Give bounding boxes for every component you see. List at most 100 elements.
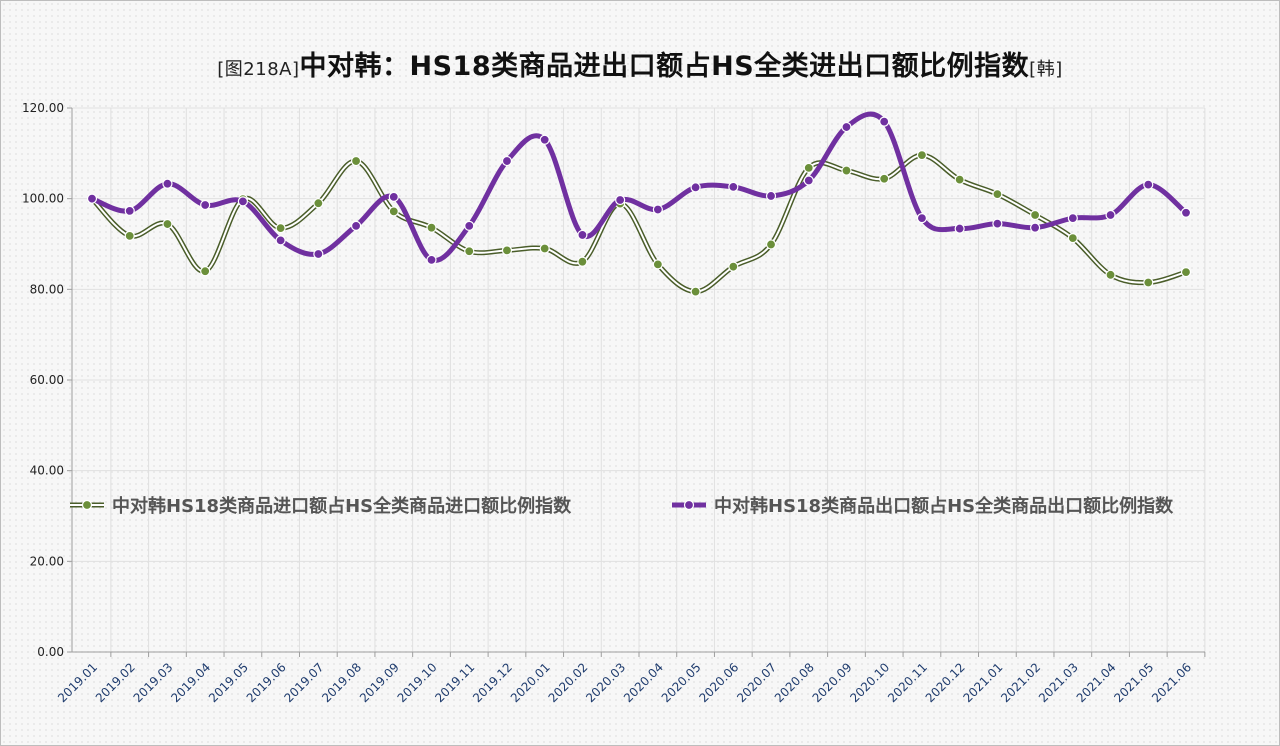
legend-label-export: 中对韩HS18类商品出口额占HS全类商品出口额比例指数 xyxy=(714,495,1174,517)
y-tick-label: 0.00 xyxy=(37,645,64,659)
data-point xyxy=(993,190,1002,199)
x-tick-label: 2019.06 xyxy=(244,660,289,705)
x-tick-label: 2019.02 xyxy=(93,660,138,705)
data-point xyxy=(502,246,511,255)
data-point xyxy=(578,230,587,239)
data-point xyxy=(729,262,738,271)
x-tick-label: 2020.07 xyxy=(734,660,779,705)
data-point xyxy=(691,287,700,296)
y-tick-label: 60.00 xyxy=(30,373,64,387)
x-tick-label: 2019.04 xyxy=(168,660,213,705)
data-point xyxy=(880,117,889,126)
x-tick-label: 2019.03 xyxy=(131,660,176,705)
x-tick-label: 2020.02 xyxy=(546,660,591,705)
data-point xyxy=(691,183,700,192)
data-point xyxy=(352,221,361,230)
data-point xyxy=(427,223,436,232)
y-axis-ticks: 0.00 20.00 40.00 60.00 80.00 100.00 120.00 xyxy=(22,101,72,659)
data-point xyxy=(917,151,926,160)
data-point xyxy=(993,219,1002,228)
y-tick-label: 80.00 xyxy=(30,282,64,296)
x-tick-label: 2020.08 xyxy=(772,660,817,705)
x-tick-label: 2021.05 xyxy=(1111,660,1156,705)
data-point xyxy=(653,260,662,269)
legend-marker xyxy=(685,501,694,510)
x-tick-label: 2019.09 xyxy=(357,660,402,705)
data-point xyxy=(502,157,511,166)
x-tick-label: 2019.07 xyxy=(281,660,326,705)
x-tick-label: 2020.03 xyxy=(583,660,628,705)
legend: 中对韩HS18类商品进口额占HS全类商品进口额比例指数 中对韩HS18类商品出口额… xyxy=(70,495,1174,517)
data-point xyxy=(1144,278,1153,287)
x-tick-label: 2019.05 xyxy=(206,660,251,705)
data-point xyxy=(125,206,134,215)
x-tick-label: 2019.08 xyxy=(319,660,364,705)
data-point xyxy=(465,247,474,256)
data-point xyxy=(804,176,813,185)
data-point xyxy=(201,267,210,276)
data-point xyxy=(1068,234,1077,243)
x-tick-label: 2021.04 xyxy=(1074,660,1119,705)
legend-item-export: 中对韩HS18类商品出口额占HS全类商品出口额比例指数 xyxy=(672,495,1174,517)
data-point xyxy=(540,244,549,253)
data-point xyxy=(465,221,474,230)
y-tick-label: 120.00 xyxy=(22,101,64,115)
data-point xyxy=(389,207,398,216)
x-tick-label: 2020.05 xyxy=(659,660,704,705)
data-point xyxy=(1031,223,1040,232)
legend-label-import: 中对韩HS18类商品进口额占HS全类商品进口额比例指数 xyxy=(112,495,572,517)
y-tick-label: 40.00 xyxy=(30,464,64,478)
data-point xyxy=(616,196,625,205)
x-tick-label: 2020.10 xyxy=(847,660,892,705)
x-tick-label: 2020.09 xyxy=(810,660,855,705)
data-point xyxy=(1106,210,1115,219)
data-point xyxy=(427,255,436,264)
legend-marker xyxy=(83,501,92,510)
data-point xyxy=(1031,210,1040,219)
data-point xyxy=(880,174,889,183)
x-tick-label: 2019.01 xyxy=(55,660,100,705)
y-tick-label: 20.00 xyxy=(30,554,64,568)
data-point xyxy=(1182,268,1191,277)
data-point xyxy=(238,197,247,206)
data-point xyxy=(163,179,172,188)
data-point xyxy=(804,163,813,172)
data-point xyxy=(1144,180,1153,189)
x-axis-ticks: 2019.012019.022019.032019.042019.052019.… xyxy=(55,652,1205,705)
legend-item-import: 中对韩HS18类商品进口额占HS全类商品进口额比例指数 xyxy=(70,495,572,517)
data-point xyxy=(653,205,662,214)
data-point xyxy=(767,240,776,249)
data-point xyxy=(276,224,285,233)
data-point xyxy=(842,166,851,175)
x-tick-label: 2021.02 xyxy=(998,660,1043,705)
data-point xyxy=(578,257,587,266)
data-point xyxy=(314,249,323,258)
data-point xyxy=(1106,270,1115,279)
y-tick-label: 100.00 xyxy=(22,192,64,206)
data-point xyxy=(125,231,134,240)
data-point xyxy=(88,194,97,203)
data-point xyxy=(1182,208,1191,217)
data-point xyxy=(352,157,361,166)
x-tick-label: 2020.06 xyxy=(696,660,741,705)
x-tick-label: 2021.03 xyxy=(1036,660,1081,705)
x-tick-label: 2019.10 xyxy=(395,660,440,705)
data-point xyxy=(163,220,172,229)
data-point xyxy=(389,192,398,201)
data-point xyxy=(767,191,776,200)
x-tick-label: 2020.11 xyxy=(885,660,930,705)
x-tick-label: 2020.04 xyxy=(621,660,666,705)
x-tick-label: 2021.01 xyxy=(961,660,1006,705)
x-tick-label: 2019.12 xyxy=(470,660,515,705)
data-point xyxy=(314,199,323,208)
data-point xyxy=(955,224,964,233)
x-tick-label: 2020.12 xyxy=(923,660,968,705)
data-point xyxy=(729,182,738,191)
data-point xyxy=(276,236,285,245)
data-point xyxy=(540,135,549,144)
data-point xyxy=(955,175,964,184)
data-point xyxy=(917,214,926,223)
x-tick-label: 2020.01 xyxy=(508,660,553,705)
x-tick-label: 2019.11 xyxy=(432,660,477,705)
